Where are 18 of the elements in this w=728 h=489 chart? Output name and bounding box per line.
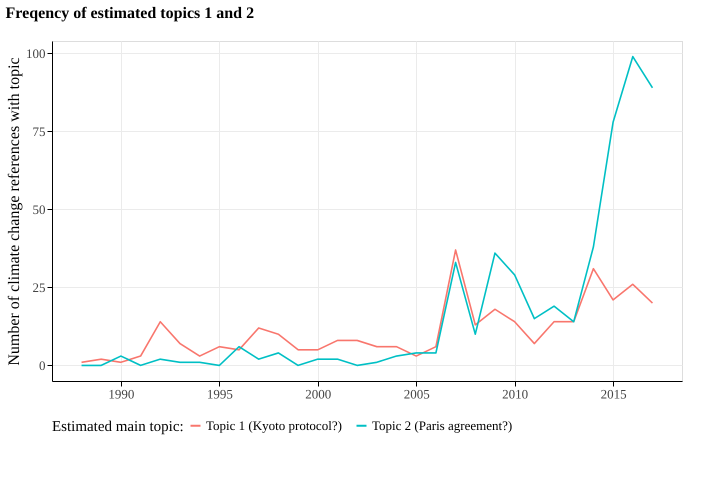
x-tick-label: 2010	[502, 386, 528, 402]
y-tick-label: 25	[32, 280, 46, 295]
legend-label: Topic 2 (Paris agreement?)	[372, 418, 512, 433]
x-tick-label: 1990	[108, 386, 134, 402]
y-tick-label: 50	[32, 202, 46, 217]
y-axis-title: Number of climate change references with topic	[6, 57, 23, 366]
y-tick-label: 75	[32, 124, 46, 139]
legend-label: Topic 1 (Kyoto protocol?)	[206, 418, 342, 433]
legend-title: Estimated main topic:	[52, 419, 184, 435]
x-tick-label: 2015	[600, 386, 627, 402]
x-tick-label: 2000	[305, 386, 332, 402]
line-series	[80, 249, 654, 364]
y-tick-label: 100	[26, 46, 46, 61]
x-tick-label: 1995	[206, 386, 233, 402]
x-tick-label: 2005	[404, 386, 430, 402]
y-tick-label: 0	[39, 358, 46, 373]
line-series	[80, 56, 654, 366]
chart-title: Freqency of estimated topics 1 and 2	[6, 5, 254, 22]
